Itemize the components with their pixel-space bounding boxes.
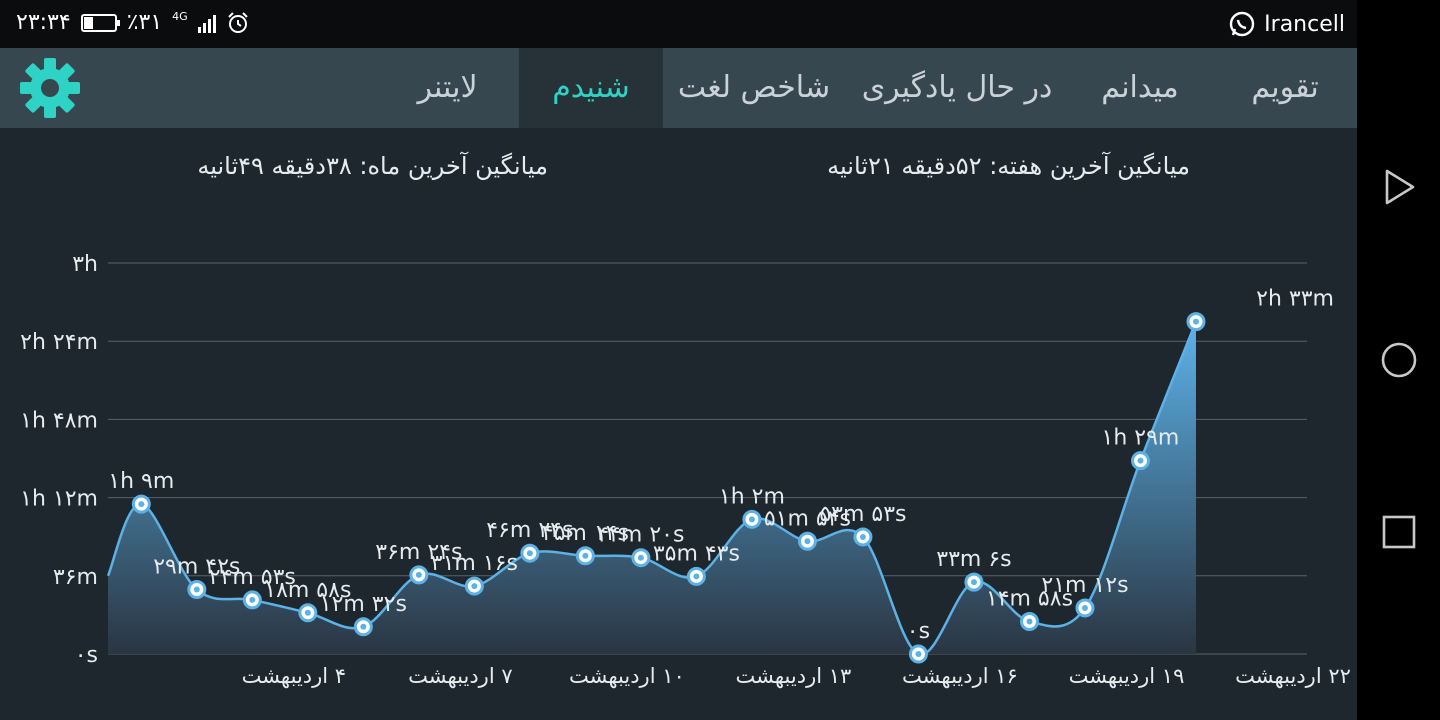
status-left: ۲۳:۳۴ ٪۳۱ 4G [16, 10, 250, 35]
tab-calendar[interactable]: تقویم [1251, 70, 1319, 105]
x-tick-label: ۱۳ اردیبهشت [736, 664, 852, 688]
whatsapp-icon [1229, 11, 1255, 37]
data-point-center [193, 586, 200, 593]
network-type: 4G [172, 10, 188, 23]
data-label: ۴۶m ۲۴s [486, 518, 573, 543]
data-label: ۵۳m ۵۳s [819, 502, 906, 527]
carrier-area: Irancell [1228, 10, 1345, 38]
data-point-center [915, 651, 922, 657]
data-point-center [360, 623, 367, 630]
tab-learning[interactable]: در حال یادگیری [861, 70, 1053, 105]
clock: ۲۳:۳۴ [16, 10, 71, 35]
data-label: ۲۴m ۵۳s [209, 565, 296, 590]
data-point-center [138, 501, 145, 508]
data-point-center [693, 573, 700, 580]
recents-icon[interactable] [1379, 512, 1419, 552]
tab-known[interactable]: میدانم [1101, 70, 1179, 105]
data-point-center [582, 552, 589, 559]
x-tick-label: ۲۲ اردیبهشت [1235, 664, 1351, 688]
x-tick-label: ۱۶ اردیبهشت [902, 664, 1018, 688]
data-point-center [859, 533, 866, 540]
data-point-center [1026, 618, 1033, 625]
data-label: ۱۲m ۳۲s [320, 592, 407, 617]
tab-leitner[interactable]: لایتنر [417, 70, 478, 105]
data-label: ۴۴m ۲۰s [597, 523, 684, 548]
monthly-average: میانگین آخرین ماه: ۳۸دقیقه ۴۹ثانیه [197, 152, 548, 180]
status-bar: ۲۳:۳۴ ٪۳۱ 4G Irancell [0, 0, 1357, 48]
data-point-center [1137, 457, 1144, 464]
data-label: ۵۱m ۵۴s [764, 506, 851, 531]
battery-percent: ٪۳۱ [126, 10, 163, 35]
data-label: ۳۳m ۶s [936, 547, 1011, 572]
data-point-center [804, 538, 811, 545]
x-tick-label: ۱۹ اردیبهشت [1069, 664, 1185, 688]
data-point-center [748, 516, 755, 523]
data-label: ۴۵m ۱۴s [542, 521, 629, 546]
y-tick-label: ۱h ۴۸m [20, 408, 98, 433]
data-point-center [471, 583, 478, 590]
app-screen: تقویم میدانم در حال یادگیری شاخص لغت شنی… [0, 48, 1357, 720]
signal-icon [197, 13, 216, 33]
data-label: ۱۸m ۵۸s [264, 578, 351, 603]
x-tick-label: ۱۰ اردیبهشت [569, 664, 685, 688]
gear-icon[interactable] [18, 56, 82, 120]
y-tick-label: ۱h ۱۲m [20, 487, 98, 512]
x-tick-label: ۷ اردیبهشت [408, 664, 512, 688]
x-tick-label: ۴ اردیبهشت [242, 664, 347, 688]
data-label: ۱h ۲m [719, 484, 785, 509]
home-icon[interactable] [1379, 340, 1419, 380]
data-point-center [1192, 318, 1199, 325]
tab-word-index[interactable]: شاخص لغت [677, 70, 831, 105]
data-label: ۱۴m ۵۸s [986, 586, 1073, 611]
data-label: ۳۶m ۲۴s [375, 540, 462, 565]
data-point-center [415, 571, 422, 578]
tab-bar: تقویم میدانم در حال یادگیری شاخص لغت شنی… [0, 48, 1357, 128]
alarm-icon [227, 11, 248, 33]
data-label: ۲۹m ۴۲s [153, 554, 240, 579]
y-tick-label: ۰s [75, 643, 98, 668]
data-label: ۳۵m ۴۳s [653, 541, 740, 566]
data-label: ۰s [907, 619, 930, 644]
data-point-center [1081, 604, 1088, 611]
data-label: ۳۱m ۱۶s [431, 551, 518, 576]
back-icon[interactable] [1379, 167, 1419, 207]
y-tick-label: ۲h ۲۴m [20, 330, 98, 355]
data-label: ۱h ۹m [108, 469, 174, 494]
tab-heard[interactable]: شنیدم [519, 48, 663, 128]
data-point-center [526, 550, 533, 557]
data-point-center [637, 554, 644, 561]
carrier-name: Irancell [1264, 11, 1345, 37]
data-label: ۱h ۲۹m [1102, 426, 1180, 451]
y-tick-label: ۳h [72, 252, 98, 277]
y-tick-label: ۳۶m [53, 565, 98, 590]
navigation-bar [1357, 0, 1440, 720]
data-point-center [249, 596, 256, 603]
data-label: ۲h ۳۳m [1256, 287, 1334, 312]
data-point-center [970, 579, 977, 586]
weekly-average: میانگین آخرین هفته: ۵۲دقیقه ۲۱ثانیه [827, 152, 1190, 180]
battery-icon [80, 13, 120, 32]
area-fill [108, 321, 1196, 655]
data-point-center [304, 609, 311, 616]
data-label: ۲۱m ۱۲s [1041, 573, 1128, 598]
